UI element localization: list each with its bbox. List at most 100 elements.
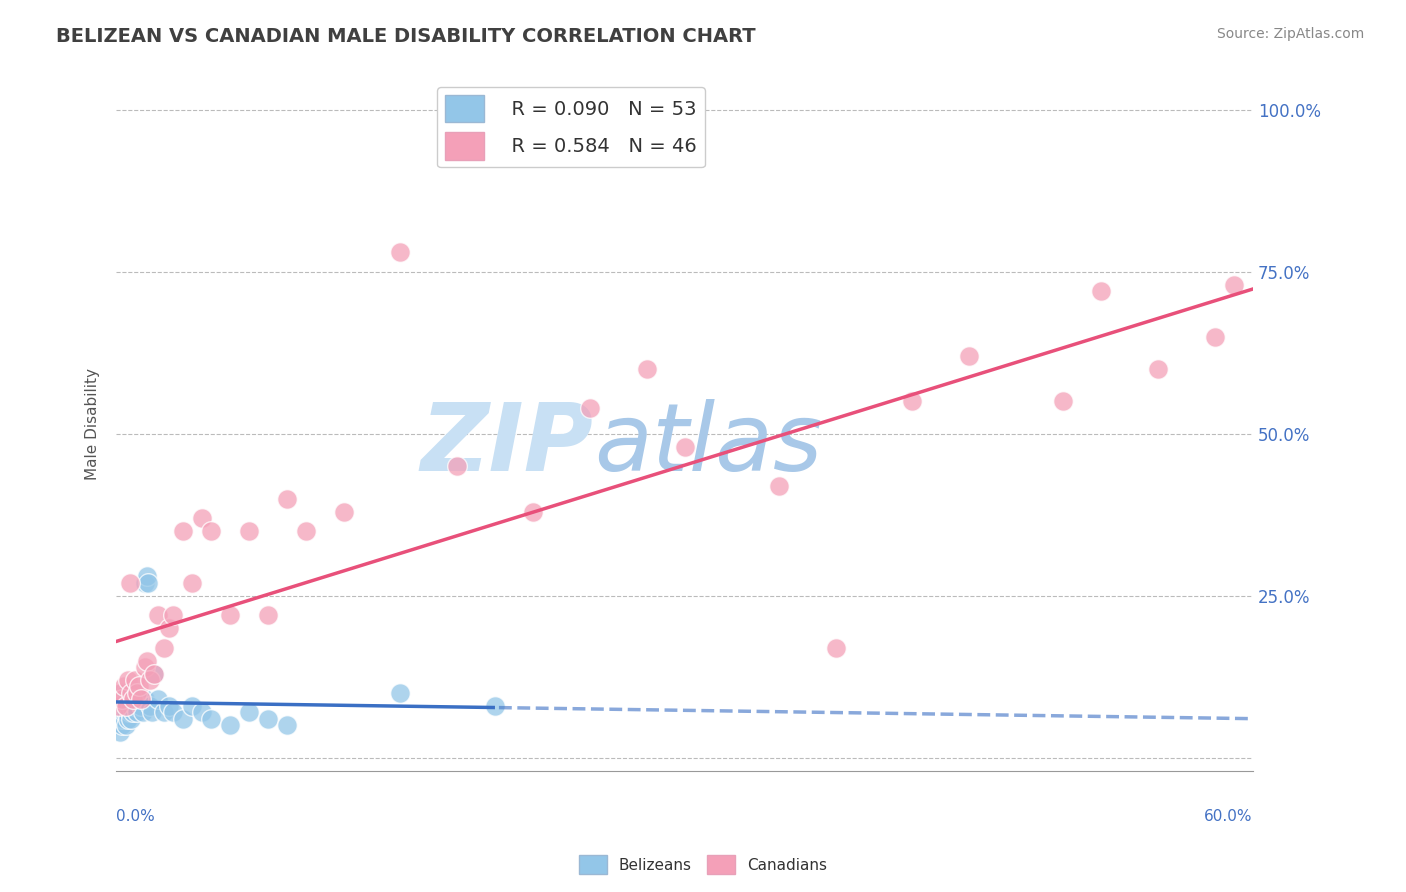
Point: [124, 698, 146, 713]
Point: [111, 686, 134, 700]
Point: [108, 706, 131, 720]
Point: [389, 686, 412, 700]
Text: BELIZEAN VS CANADIAN MALE DISABILITY CORRELATION CHART: BELIZEAN VS CANADIAN MALE DISABILITY COR…: [56, 27, 756, 45]
Point: [112, 692, 135, 706]
Point: [108, 712, 131, 726]
Point: [276, 491, 298, 506]
Point: [134, 660, 156, 674]
Point: [190, 706, 212, 720]
Point: [139, 698, 162, 713]
Point: [112, 712, 135, 726]
Point: [522, 504, 544, 518]
Point: [1147, 362, 1170, 376]
Point: [157, 698, 180, 713]
Point: [128, 692, 150, 706]
Point: [107, 712, 129, 726]
Point: [114, 706, 136, 720]
Point: [111, 712, 134, 726]
Point: [484, 698, 506, 713]
Point: [143, 666, 166, 681]
Point: [114, 698, 136, 713]
Point: [152, 640, 174, 655]
Point: [120, 712, 142, 726]
Point: [132, 706, 155, 720]
Point: [238, 706, 260, 720]
Point: [152, 706, 174, 720]
Point: [124, 673, 146, 687]
Point: [143, 666, 166, 681]
Point: [162, 706, 184, 720]
Point: [219, 608, 242, 623]
Point: [1223, 277, 1246, 292]
Point: [200, 712, 222, 726]
Point: [127, 706, 149, 720]
Legend:   R = 0.090   N = 53,   R = 0.584   N = 46: R = 0.090 N = 53, R = 0.584 N = 46: [437, 87, 704, 168]
Point: [219, 718, 242, 732]
Point: [157, 621, 180, 635]
Point: [134, 575, 156, 590]
Point: [117, 673, 139, 687]
Point: [135, 569, 157, 583]
Point: [118, 706, 141, 720]
Point: [114, 718, 136, 732]
Point: [108, 686, 131, 700]
Point: [111, 692, 134, 706]
Point: [1204, 329, 1226, 343]
Point: [200, 524, 222, 538]
Point: [294, 524, 316, 538]
Point: [1090, 285, 1112, 299]
Point: [1052, 394, 1074, 409]
Point: [276, 718, 298, 732]
Point: [112, 706, 135, 720]
Point: [111, 706, 134, 720]
Point: [124, 686, 146, 700]
Point: [181, 698, 204, 713]
Point: [190, 511, 212, 525]
Text: atlas: atlas: [593, 400, 823, 491]
Point: [108, 724, 131, 739]
Point: [238, 524, 260, 538]
Point: [579, 401, 602, 415]
Point: [122, 692, 145, 706]
Point: [673, 440, 696, 454]
Point: [108, 692, 131, 706]
Point: [446, 459, 468, 474]
Point: [118, 692, 141, 706]
Point: [129, 698, 152, 713]
Point: [181, 575, 204, 590]
Point: [768, 478, 790, 492]
Point: [107, 718, 129, 732]
Point: [128, 680, 150, 694]
Point: [901, 394, 924, 409]
Legend: Belizeans, Canadians: Belizeans, Canadians: [574, 849, 832, 880]
Point: [120, 698, 142, 713]
Text: Source: ZipAtlas.com: Source: ZipAtlas.com: [1216, 27, 1364, 41]
Point: [114, 698, 136, 713]
Point: [146, 692, 169, 706]
Point: [107, 698, 129, 713]
Point: [146, 608, 169, 623]
Point: [112, 680, 135, 694]
Point: [389, 245, 412, 260]
Point: [139, 673, 162, 687]
Point: [114, 686, 136, 700]
Point: [129, 692, 152, 706]
Point: [172, 524, 194, 538]
Text: 60.0%: 60.0%: [1205, 809, 1253, 824]
Point: [107, 698, 129, 713]
Point: [172, 712, 194, 726]
Point: [111, 718, 134, 732]
Point: [138, 575, 160, 590]
Point: [134, 692, 156, 706]
Point: [256, 712, 278, 726]
Point: [127, 686, 149, 700]
Point: [825, 640, 848, 655]
Point: [122, 706, 145, 720]
Point: [141, 706, 163, 720]
Y-axis label: Male Disability: Male Disability: [86, 368, 100, 480]
Point: [957, 349, 980, 363]
Point: [117, 712, 139, 726]
Point: [162, 608, 184, 623]
Point: [120, 686, 142, 700]
Point: [332, 504, 354, 518]
